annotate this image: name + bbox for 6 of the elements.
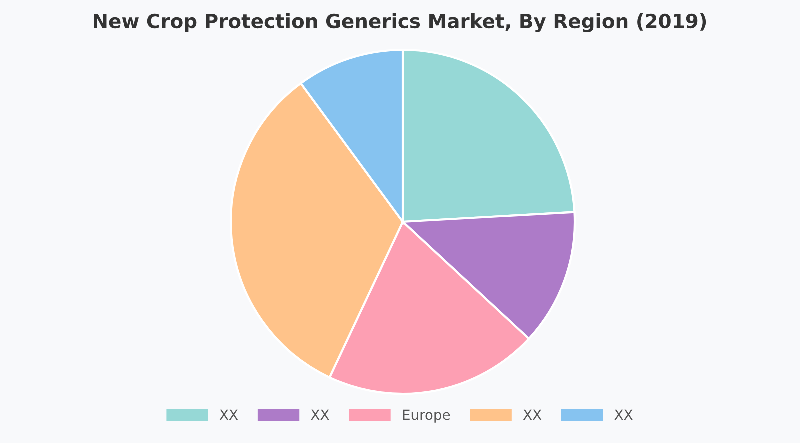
- legend-label: XX: [614, 410, 633, 420]
- chart-title: New Crop Protection Generics Market, By Region (2019): [94, 14, 706, 32]
- legend-label: XX: [220, 410, 238, 420]
- legend-label: Europe: [403, 410, 450, 423]
- legend-label: XX: [523, 410, 542, 420]
- legend-label: XX: [311, 410, 330, 420]
